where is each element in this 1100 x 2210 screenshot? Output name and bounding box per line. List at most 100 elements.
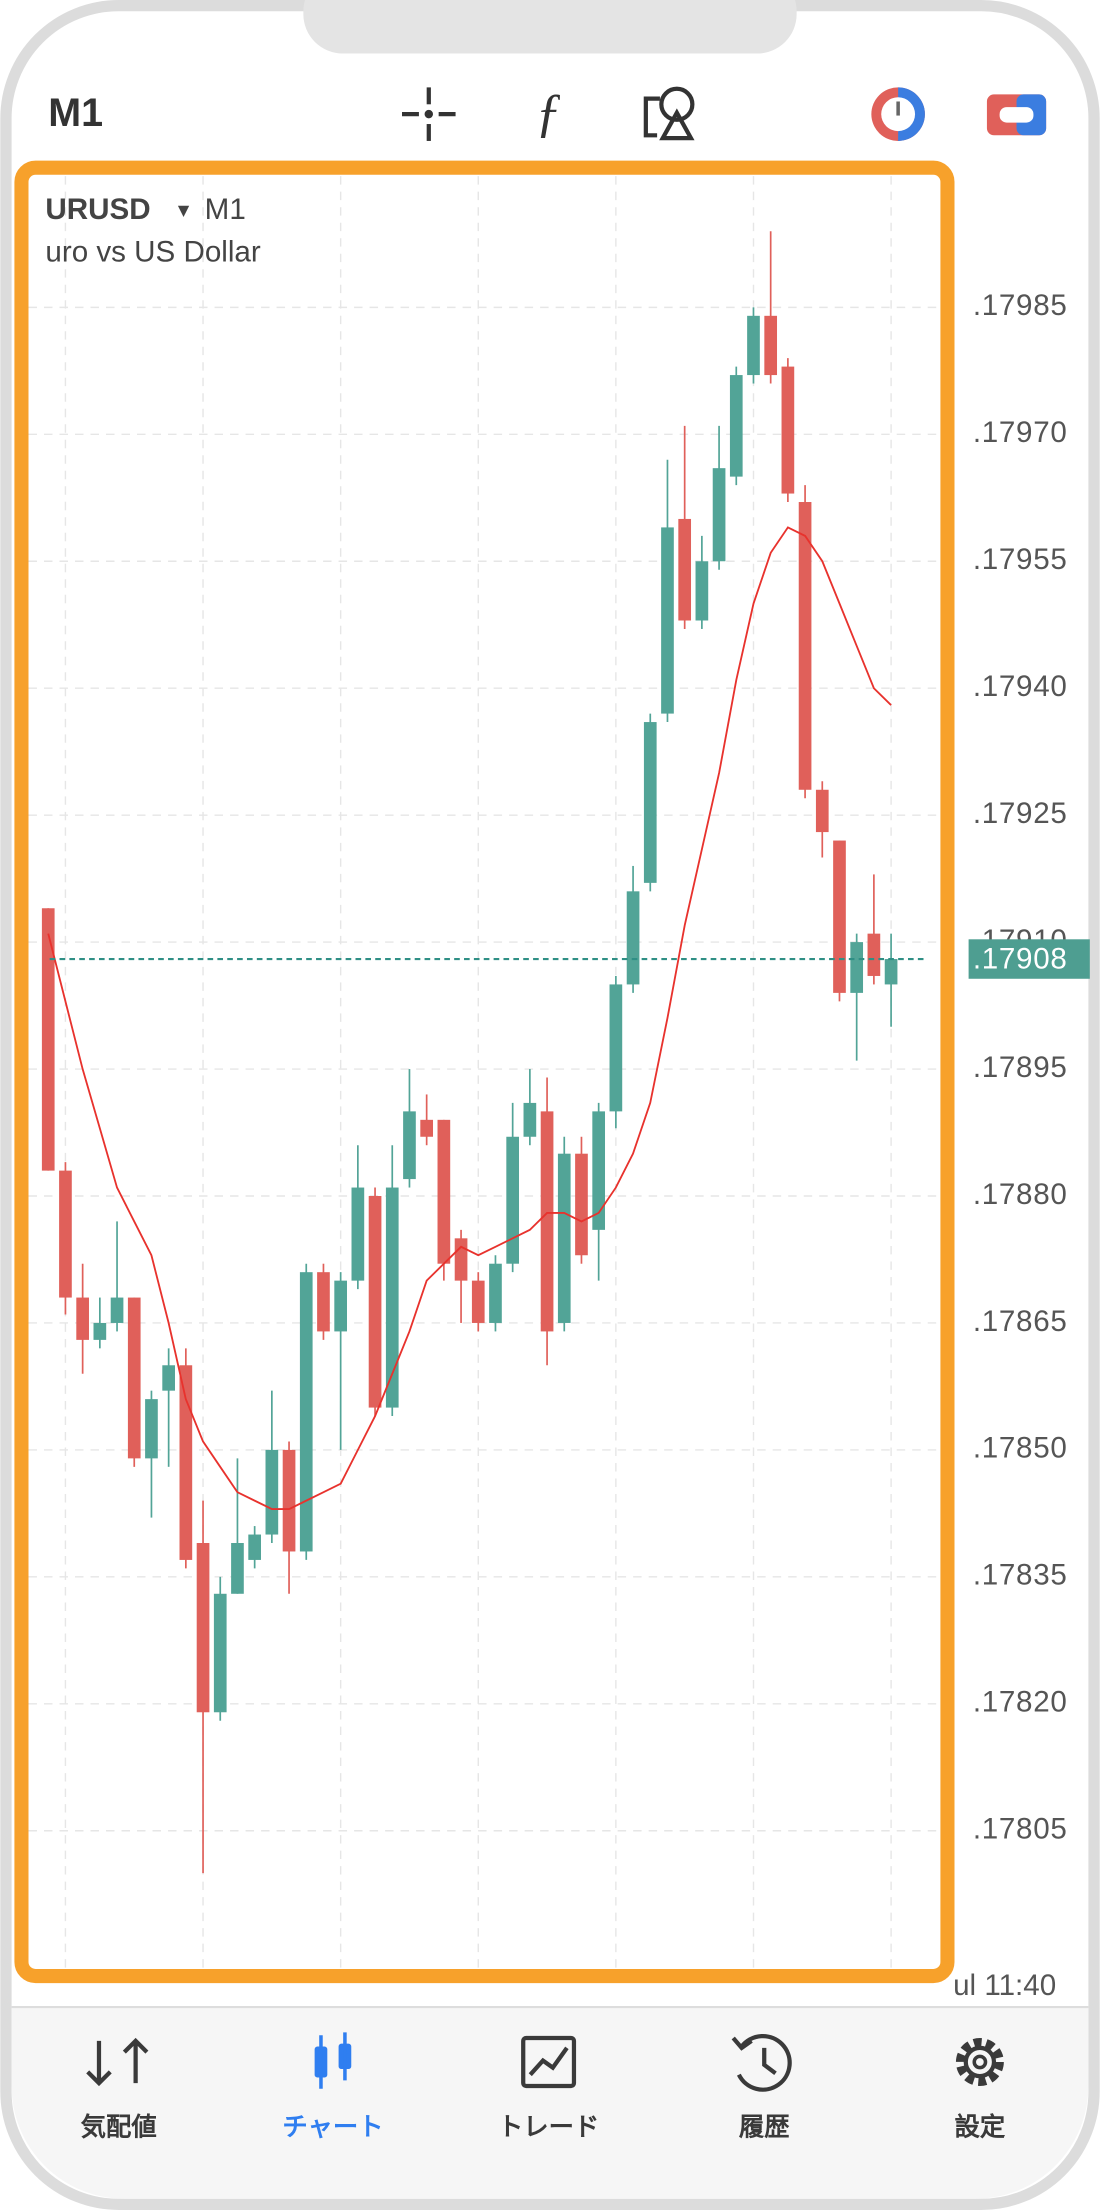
- candle-body: [213, 1593, 227, 1713]
- candle-body: [403, 1111, 416, 1180]
- nav-label: トレード: [498, 2111, 599, 2141]
- candle-body: [540, 1111, 554, 1332]
- candle-body: [162, 1365, 175, 1391]
- candle-body: [471, 1280, 485, 1323]
- candle-body: [609, 984, 623, 1112]
- y-tick-label: .17955: [973, 543, 1068, 576]
- candle-body: [695, 561, 709, 621]
- candle-body: [867, 933, 881, 976]
- candle-body: [76, 1297, 89, 1340]
- symbol-dropdown-arrow: [177, 205, 190, 218]
- indicator-icon[interactable]: ƒ: [535, 83, 562, 143]
- candle-body: [575, 1153, 588, 1256]
- candle-body: [231, 1543, 244, 1594]
- candle-body: [145, 1399, 158, 1459]
- candle-body: [299, 1272, 313, 1552]
- candle-body: [334, 1280, 347, 1332]
- chart-timeframe: M1: [205, 193, 246, 226]
- y-tick-label: .17970: [973, 416, 1068, 449]
- chart-description: uro vs US Dollar: [45, 236, 260, 269]
- current-price-label: .17908: [973, 942, 1068, 975]
- candle-body: [41, 908, 55, 1171]
- icon: [963, 2045, 997, 2079]
- candle-body: [317, 1272, 330, 1332]
- chart-area: [21, 167, 948, 1977]
- candle-body: [798, 502, 812, 790]
- y-tick-label: .17985: [973, 289, 1068, 322]
- candle-body: [110, 1297, 124, 1323]
- y-tick-label: .17895: [973, 1051, 1068, 1084]
- one-click-icon[interactable]: [871, 87, 925, 141]
- icon: [955, 2038, 1004, 2086]
- objects-icon[interactable]: [643, 86, 695, 141]
- chart-symbol: URUSD: [45, 193, 150, 226]
- nav-item[interactable]: 気配値: [81, 2037, 157, 2141]
- candle-body: [626, 891, 640, 985]
- plot: [41, 231, 928, 1874]
- nav-label: 履歴: [739, 2111, 790, 2141]
- notch: [303, 0, 797, 54]
- y-tick-label: .17880: [973, 1178, 1068, 1211]
- candle-body: [850, 942, 864, 993]
- nav-label: 気配値: [81, 2111, 157, 2141]
- icon: [528, 2046, 569, 2077]
- candle-body: [643, 722, 657, 883]
- nav-label: チャート: [282, 2111, 383, 2141]
- icon: [319, 2032, 347, 2089]
- candle-body: [351, 1187, 365, 1281]
- candle-body: [747, 315, 760, 376]
- candle-body: [179, 1365, 193, 1560]
- candle-body: [661, 527, 674, 714]
- grid: [28, 176, 938, 1971]
- y-tick-label: .17820: [973, 1686, 1068, 1719]
- nav-bar: [11, 2007, 1089, 2199]
- icon: [731, 2033, 792, 2092]
- candle-body: [196, 1543, 210, 1713]
- candle-body: [265, 1449, 279, 1535]
- candle-body: [437, 1119, 451, 1264]
- nav-item[interactable]: 設定: [955, 2038, 1006, 2141]
- candle-body: [815, 789, 829, 833]
- nav-items: 気配値 チャート トレード 履歴 設定: [81, 2032, 1006, 2141]
- candle-body: [781, 366, 795, 494]
- icon: [86, 2037, 149, 2087]
- candle-body: [729, 375, 743, 477]
- candle-body: [385, 1187, 399, 1408]
- y-tick-label: .17805: [973, 1813, 1068, 1846]
- nav-label: 設定: [955, 2111, 1006, 2141]
- highlight-frame: [14, 160, 955, 1984]
- candle-body: [454, 1238, 468, 1281]
- candle-body: [127, 1297, 141, 1459]
- candle-body: [592, 1111, 606, 1230]
- candle-body: [506, 1136, 520, 1264]
- candle-body: [833, 840, 846, 993]
- nav-item[interactable]: 履歴: [731, 2033, 792, 2141]
- candle-body: [282, 1449, 296, 1552]
- candle-body: [678, 518, 692, 621]
- trade-icon[interactable]: [986, 94, 1047, 136]
- y-tick-label: .17865: [973, 1305, 1068, 1338]
- candle-body: [557, 1153, 571, 1323]
- candle-body: [368, 1196, 382, 1408]
- candle-body: [764, 315, 778, 376]
- nav-item[interactable]: トレード: [498, 2035, 599, 2141]
- crosshair-icon[interactable]: [402, 87, 456, 141]
- candle-body: [93, 1322, 107, 1340]
- candle-body: [420, 1119, 434, 1137]
- candle-body: [884, 959, 898, 985]
- candle-body: [248, 1534, 261, 1560]
- moving-average-line: [47, 526, 892, 1511]
- current-price-box: [968, 939, 1090, 979]
- icon: [972, 2054, 988, 2070]
- candle-body: [489, 1263, 502, 1323]
- candle-body: [712, 468, 726, 562]
- y-tick-label: .17835: [973, 1559, 1068, 1592]
- candle-body: [523, 1102, 537, 1137]
- y-tick-label: .17850: [973, 1432, 1068, 1465]
- candle-body: [59, 1170, 72, 1298]
- y-tick-label: .17940: [973, 670, 1068, 703]
- timeframe-button[interactable]: M1: [48, 91, 103, 135]
- nav-item[interactable]: チャート: [282, 2032, 384, 2141]
- icon: [521, 2035, 577, 2089]
